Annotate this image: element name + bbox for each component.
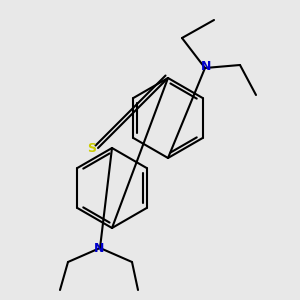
Text: S: S [88, 142, 97, 154]
Text: N: N [94, 242, 104, 256]
Text: N: N [201, 61, 211, 74]
